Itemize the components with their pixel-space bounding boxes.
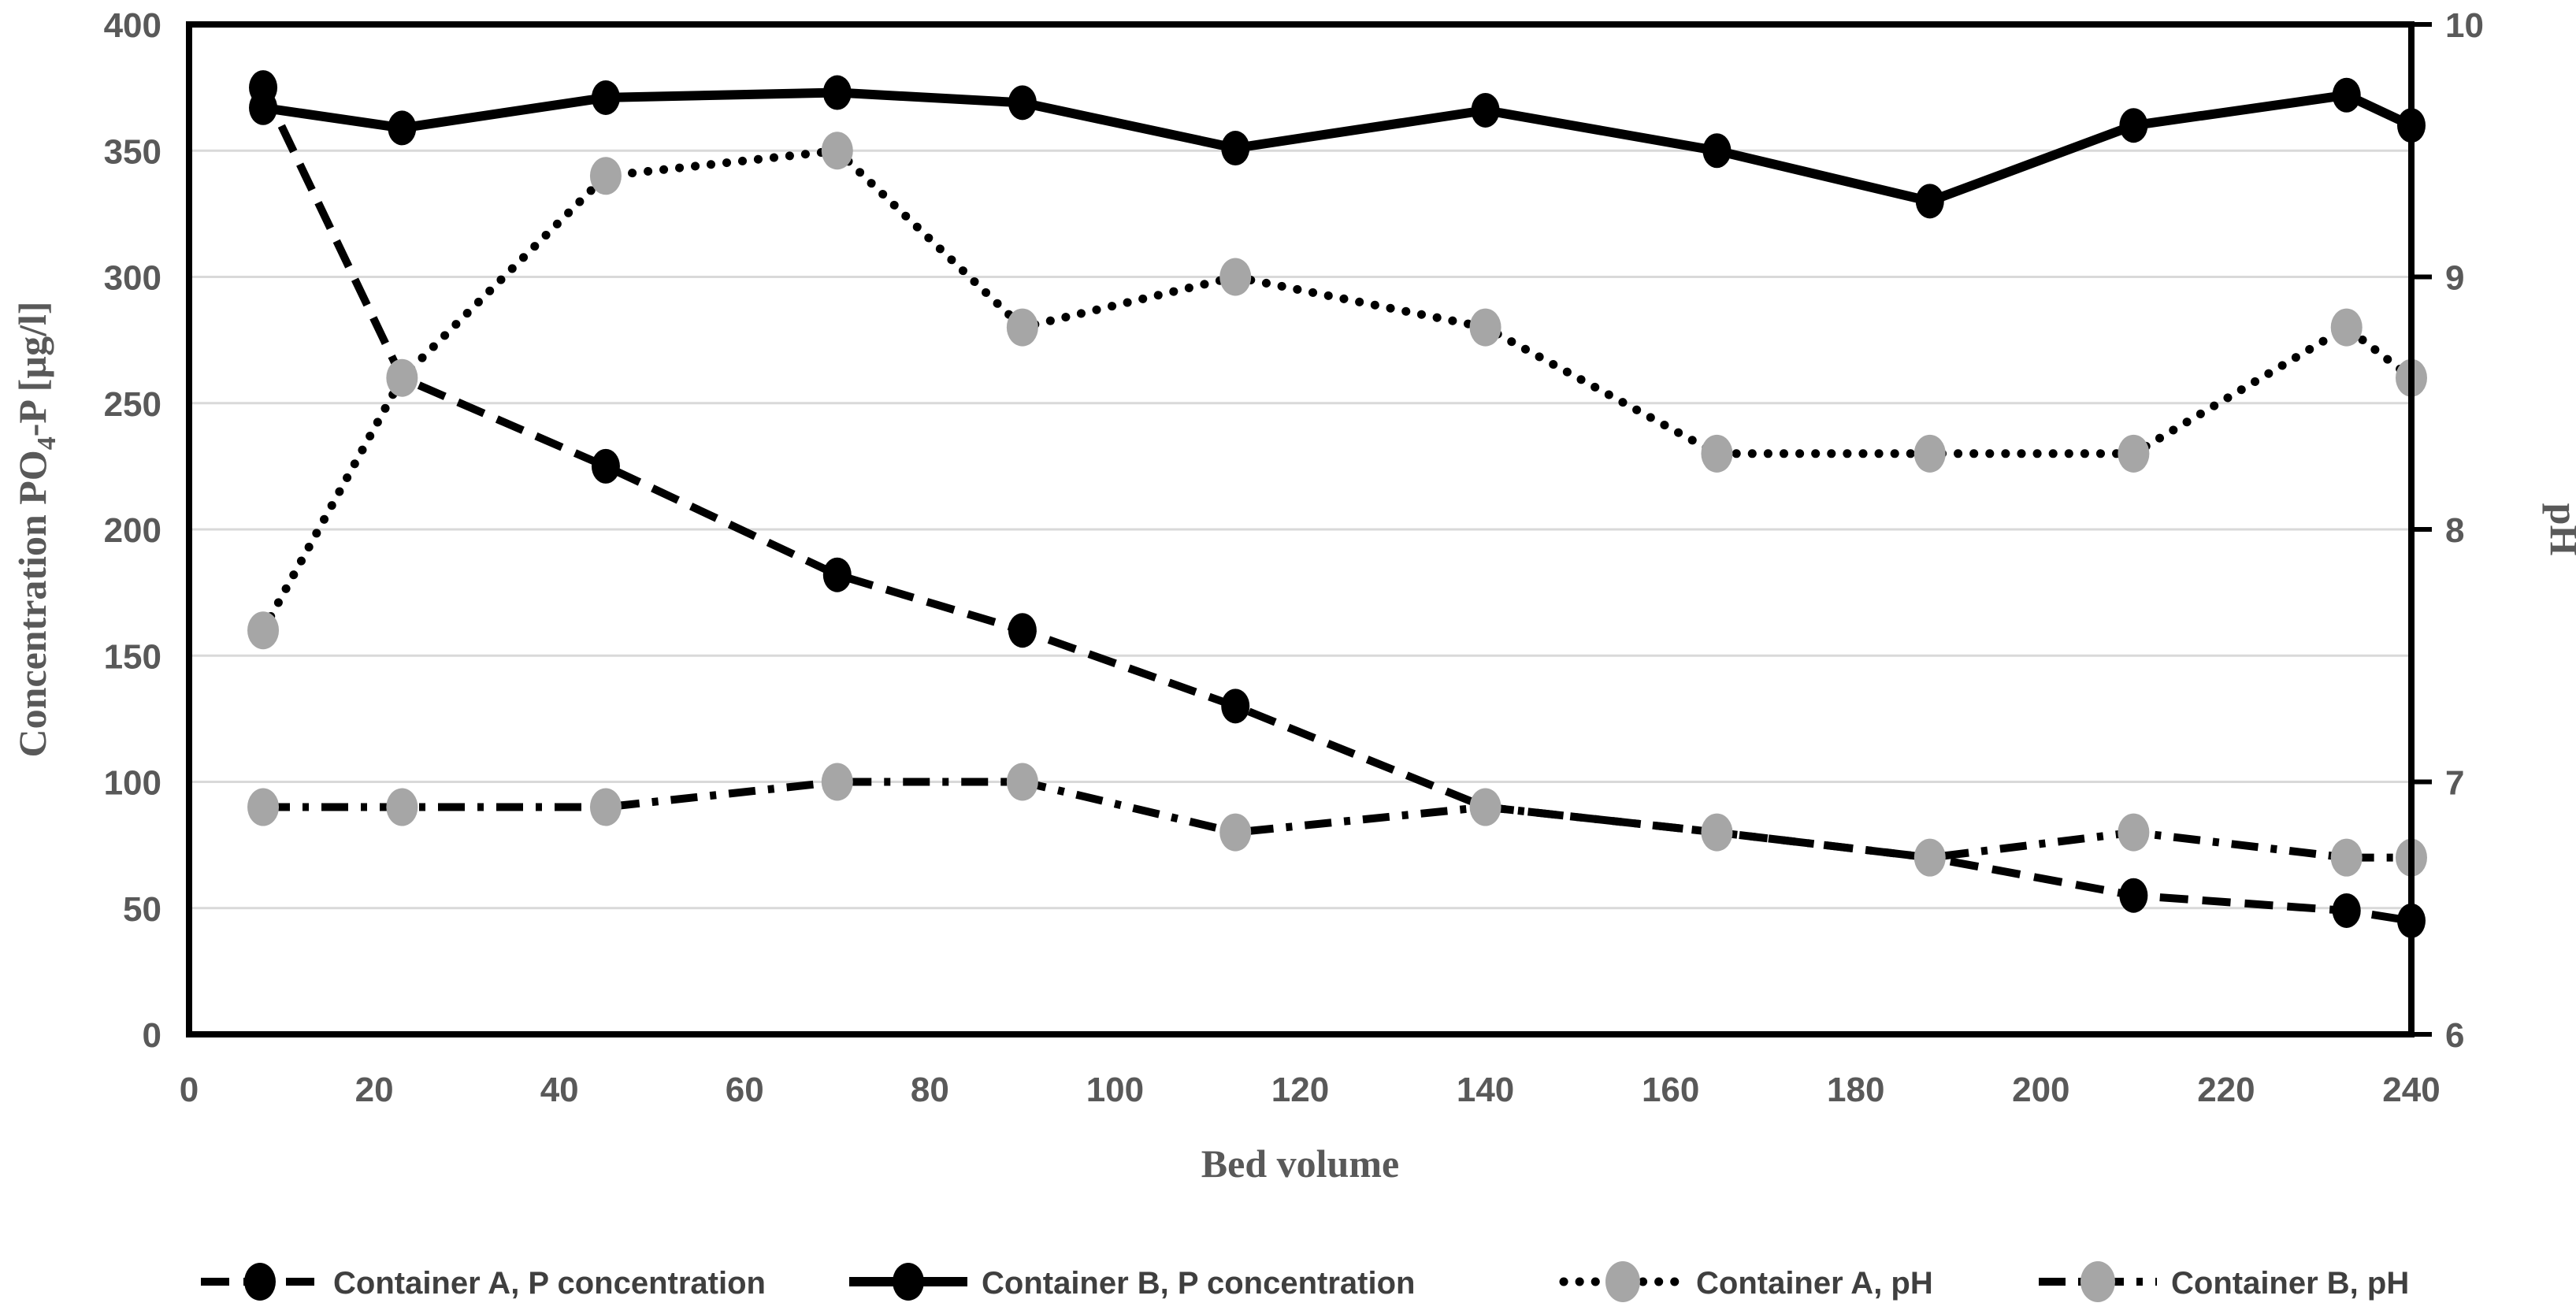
y-left-tick-label-400: 400 [104, 6, 161, 45]
marker-container-a-p-concentration [591, 448, 620, 484]
x-tick-label-160: 160 [1642, 1071, 1699, 1109]
x-tick-label-20: 20 [355, 1071, 394, 1109]
marker-container-a-ph [2118, 434, 2150, 473]
marker-container-b-ph [589, 788, 622, 826]
marker-container-a-p-concentration [2332, 893, 2361, 928]
y-left-tick-label-150: 150 [104, 637, 161, 676]
legend: Container A, P concentration Container B,… [201, 1261, 2409, 1302]
y-right-tick-label-7: 7 [2445, 764, 2464, 803]
marker-container-a-p-concentration [2119, 878, 2148, 913]
marker-container-b-ph [1701, 813, 1733, 852]
series-line-container-b-ph [263, 778, 2411, 862]
x-tick-label-40: 40 [540, 1071, 579, 1109]
x-tick-label-240: 240 [2382, 1071, 2440, 1109]
series-line-container-a-p-concentration [259, 85, 2412, 925]
marker-container-b-ph [247, 788, 280, 826]
marker-container-a-ph [386, 358, 418, 397]
marker-container-b-p-concentration [2332, 77, 2361, 113]
marker-container-a-p-concentration [822, 557, 852, 592]
series-group [247, 70, 2427, 938]
x-axis-title: Bed volume [1201, 1141, 1399, 1186]
legend-label-container-b-p-concentration: Container B, P concentration [982, 1266, 1415, 1301]
marker-container-b-ph [1006, 763, 1038, 801]
marker-container-b-ph [2330, 838, 2363, 877]
y-right-tick-label-8: 8 [2445, 511, 2464, 550]
legend-marker-container-b-p-concentration [893, 1263, 924, 1301]
gridlines [189, 149, 2411, 910]
marker-container-b-ph [386, 788, 418, 826]
series-container-b-ph [247, 763, 2427, 877]
x-tick-labels: 0 20 40 60 80 100 120 140 160 180 200 220 240 [180, 1071, 2441, 1109]
x-tick-label-200: 200 [2012, 1071, 2069, 1109]
legend-item-container-a-ph: Container A, pH [1559, 1261, 1933, 1302]
legend-marker-container-b-ph [2080, 1261, 2115, 1302]
y-left-tick-label-200: 200 [104, 511, 161, 550]
marker-container-b-ph [1913, 838, 1946, 877]
legend-label-container-a-ph: Container A, pH [1696, 1266, 1933, 1301]
legend-marker-container-a-ph [1605, 1261, 1640, 1302]
marker-container-b-ph [1469, 788, 1501, 826]
x-tick-label-0: 0 [180, 1071, 199, 1109]
marker-container-b-ph [2118, 813, 2150, 852]
y-right-axis-title: pH [2542, 503, 2576, 556]
series-container-a-ph [247, 132, 2427, 650]
marker-container-a-ph [247, 611, 280, 650]
series-line-container-b-p-concentration [262, 87, 2414, 206]
marker-container-b-ph [1219, 813, 1252, 852]
legend-item-container-b-p-concentration: Container B, P concentration [849, 1263, 1415, 1301]
y-left-tick-label-0: 0 [143, 1016, 161, 1055]
marker-container-a-ph [589, 157, 622, 195]
series-line-container-a-ph [258, 146, 2416, 635]
legend-label-container-a-p-concentration: Container A, P concentration [333, 1266, 766, 1301]
legend-item-container-a-p-concentration: Container A, P concentration [201, 1263, 766, 1301]
marker-container-a-ph [1219, 258, 1252, 296]
y-left-tick-label-250: 250 [104, 385, 161, 424]
y-left-tick-labels: 0 50 100 150 200 250 300 350 400 [104, 6, 161, 1055]
marker-container-b-p-concentration [1221, 131, 1250, 166]
marker-container-b-p-concentration [822, 75, 852, 110]
x-tick-label-220: 220 [2197, 1071, 2255, 1109]
y-right-tick-label-10: 10 [2445, 6, 2484, 45]
marker-container-a-p-concentration [1221, 689, 1250, 724]
marker-container-b-ph [821, 763, 853, 801]
y-left-tick-label-300: 300 [104, 259, 161, 298]
marker-container-a-ph [1469, 308, 1501, 347]
marker-container-a-ph [1913, 434, 1946, 473]
marker-container-a-p-concentration [1008, 613, 1037, 648]
legend-label-container-b-ph: Container B, pH [2171, 1266, 2409, 1301]
y-right-ticks [2411, 22, 2432, 1037]
x-tick-label-100: 100 [1086, 1071, 1144, 1109]
y-left-tick-label-50: 50 [123, 890, 161, 929]
x-tick-label-80: 80 [911, 1071, 949, 1109]
y-left-tick-label-100: 100 [104, 764, 161, 803]
x-tick-label-180: 180 [1827, 1071, 1884, 1109]
y-right-tick-label-9: 9 [2445, 259, 2464, 298]
marker-container-b-p-concentration [1702, 133, 1732, 169]
x-tick-label-140: 140 [1457, 1071, 1514, 1109]
marker-container-b-p-concentration [1915, 184, 1944, 219]
legend-item-container-b-ph: Container B, pH [2039, 1261, 2409, 1302]
series-container-b-p-concentration [249, 75, 2426, 219]
marker-container-b-p-concentration [1008, 85, 1037, 121]
marker-container-b-p-concentration [249, 90, 278, 125]
marker-container-a-ph [1006, 308, 1038, 347]
marker-container-a-ph [1701, 434, 1733, 473]
y-right-tick-labels: 6 7 8 9 10 [2445, 6, 2484, 1055]
legend-marker-container-a-p-concentration [244, 1263, 276, 1301]
y-right-tick-label-6: 6 [2445, 1016, 2464, 1055]
marker-container-b-p-concentration [591, 80, 620, 115]
marker-container-a-ph [2330, 308, 2363, 347]
x-tick-label-60: 60 [726, 1071, 764, 1109]
marker-container-b-p-concentration [2119, 108, 2148, 143]
marker-container-b-p-concentration [388, 110, 417, 146]
marker-container-a-ph [821, 132, 853, 170]
y-left-axis-title: Concentration PO4-P [µg/l] [10, 301, 61, 757]
y-left-tick-label-350: 350 [104, 132, 161, 171]
x-tick-label-120: 120 [1271, 1071, 1329, 1109]
marker-container-b-p-concentration [1471, 92, 1500, 128]
